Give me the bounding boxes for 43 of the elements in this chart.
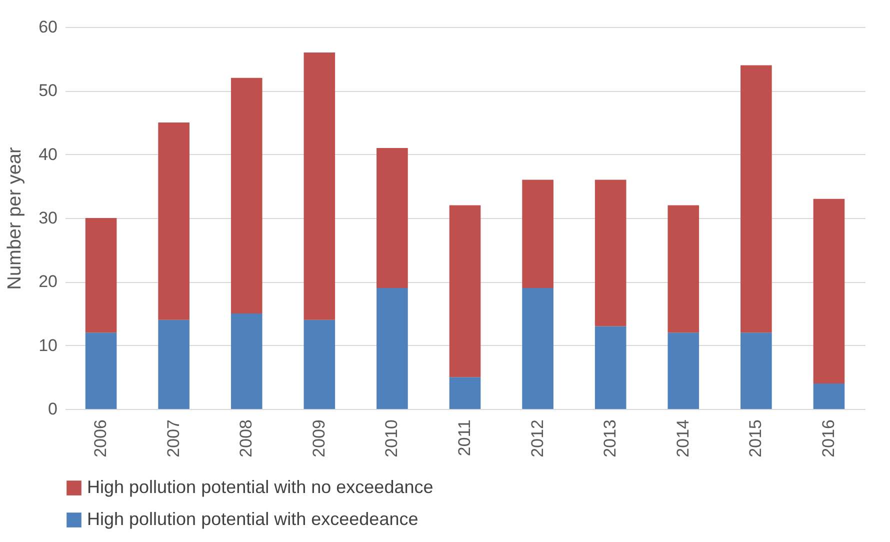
bar: [522, 288, 554, 409]
bar: [740, 332, 772, 409]
x-tick-label: 2006: [91, 420, 110, 458]
bar: [158, 122, 190, 320]
x-tick-label: 2011: [455, 420, 474, 456]
y-tick-label: 30: [38, 208, 58, 228]
bar: [594, 326, 626, 409]
x-tick-label: 2015: [746, 420, 766, 458]
x-tick-label: 2013: [600, 420, 620, 458]
x-tick-label: 2016: [818, 420, 838, 458]
y-axis-title: Number per year: [4, 146, 26, 290]
y-tick-label: 10: [38, 336, 58, 355]
x-tick-label: 2010: [382, 420, 402, 458]
bar: [85, 218, 117, 333]
y-tick-label: 20: [38, 272, 58, 292]
bar: [449, 377, 481, 409]
bar: [376, 148, 408, 288]
x-tick-label: 2007: [164, 420, 183, 458]
y-tick-label: 0: [48, 400, 58, 418]
y-tick-label: 60: [38, 18, 58, 36]
bar: [668, 205, 700, 333]
bar: [230, 314, 262, 409]
y-tick-label: 50: [38, 81, 58, 100]
bar: [304, 52, 336, 320]
bar: [449, 205, 481, 378]
bar: [813, 384, 845, 409]
bar: [376, 288, 408, 409]
bar: [813, 198, 845, 384]
bar: [304, 320, 336, 409]
bar: [158, 320, 190, 409]
bar: [85, 332, 117, 409]
bar: [740, 65, 772, 333]
legend-label: High pollution potential with no exceedance: [87, 477, 434, 497]
bar: [594, 180, 626, 326]
y-tick-label: 40: [38, 144, 58, 164]
x-tick-label: 2012: [528, 420, 547, 458]
x-tick-label: 2009: [309, 420, 328, 458]
x-tick-label: 2008: [236, 420, 256, 458]
bar: [668, 332, 700, 409]
legend-label: High pollution potential with exceedeance: [87, 509, 418, 529]
bar: [230, 78, 262, 314]
x-tick-label: 2014: [673, 420, 692, 458]
bar: [522, 180, 554, 288]
